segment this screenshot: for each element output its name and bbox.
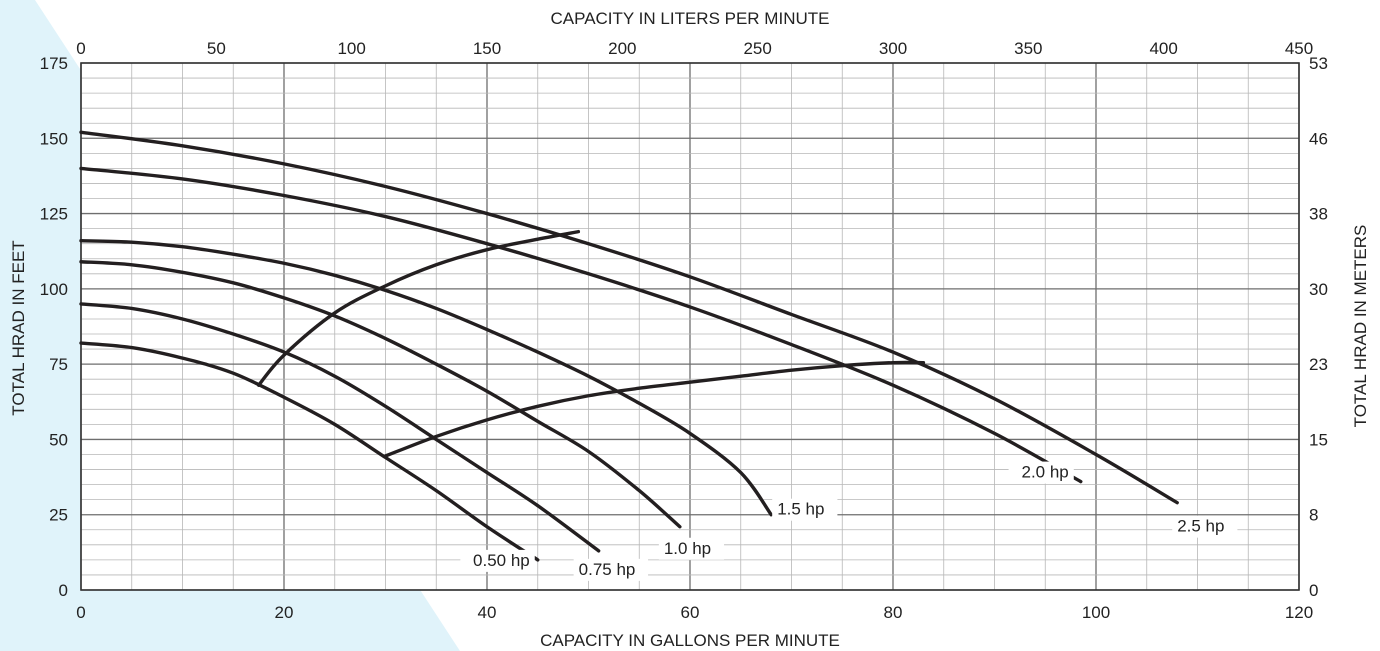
curve-1-5-hp [79,238,773,517]
y2-tick-label: 46 [1309,129,1328,148]
y-tick-label: 175 [40,54,68,73]
x-tick-label: 0 [76,603,85,622]
curve-label-bg [1172,515,1238,538]
curve-label-bg [772,498,838,521]
x-tick-label: 120 [1285,603,1313,622]
grid [80,62,1300,591]
x2-tick-label: 200 [608,39,636,58]
curve-label: 1.5 hp [777,500,824,519]
x-tick-label: 60 [681,603,700,622]
y2-tick-label: 38 [1309,205,1328,224]
y2-tick-label: 53 [1309,54,1328,73]
y-tick-label: 100 [40,280,68,299]
y2-tick-label: 30 [1309,280,1328,299]
curve-label-bg [573,558,649,581]
x2-tick-label: 50 [207,39,226,58]
curve-0-50-hp [79,341,540,562]
x2-tick-label: 150 [473,39,501,58]
right-axis-title: TOTAL HRAD IN METERS [1351,225,1370,428]
curve-label: 2.0 hp [1022,463,1069,482]
curve-2-5-hp [79,130,1179,505]
bottom-axis-title: CAPACITY IN GALLONS PER MINUTE [540,631,840,650]
curve-labels: 0.50 hp 0.75 hp 1.0 hp 1.5 hp 2.0 hp 2.5 hp [460,461,1238,581]
efficiency-curve-7 [383,360,926,458]
x2-tick-label: 450 [1285,39,1313,58]
pump-curves [79,130,1179,562]
efficiency-curve-6 [256,229,581,387]
curve-label-bg [1008,461,1074,484]
curve-label-group: 0.75 hp [573,558,649,581]
curve-label-group: 2.5 hp [1172,515,1238,538]
y-tick-label: 150 [40,129,68,148]
x2-tick-label: 300 [879,39,907,58]
y-tick-label: 0 [59,581,68,600]
curve-label-bg [658,537,725,560]
plot-frame [80,62,1300,591]
y2-tick-label: 15 [1309,430,1328,449]
curve-label-group: 1.0 hp [658,537,725,560]
y-tick-label: 75 [49,355,68,374]
curve-label: 0.50 hp [473,551,530,570]
x-tick-label: 40 [478,603,497,622]
x-tick-label: 20 [275,603,294,622]
y-tick-label: 25 [49,506,68,525]
curve-0-75-hp [79,302,601,553]
top-axis-title: CAPACITY IN LITERS PER MINUTE [551,9,830,28]
curve-label: 2.5 hp [1177,517,1224,536]
curve-2-0-hp [79,166,1083,484]
left-axis-title: TOTAL HRAD IN FEET [9,240,28,415]
curve-label: 1.0 hp [664,539,711,558]
curve-label-group: 0.50 hp [460,549,535,572]
curve-label-group: 1.5 hp [772,498,838,521]
curve-label-bg [460,549,535,572]
y-tick-label: 125 [40,205,68,224]
y2-tick-label: 23 [1309,355,1328,374]
x-tick-label: 100 [1082,603,1110,622]
x2-tick-label: 400 [1149,39,1177,58]
x-tick-label: 80 [884,603,903,622]
x2-tick-label: 250 [743,39,771,58]
x2-tick-label: 0 [76,39,85,58]
x2-tick-label: 100 [337,39,365,58]
curve-label: 0.75 hp [579,560,636,579]
x2-tick-label: 350 [1014,39,1042,58]
y2-tick-label: 8 [1309,506,1318,525]
y2-tick-label: 0 [1309,581,1318,600]
curve-label-group: 2.0 hp [1008,461,1074,484]
y-tick-label: 50 [49,430,68,449]
curve-1-0-hp [79,260,682,529]
